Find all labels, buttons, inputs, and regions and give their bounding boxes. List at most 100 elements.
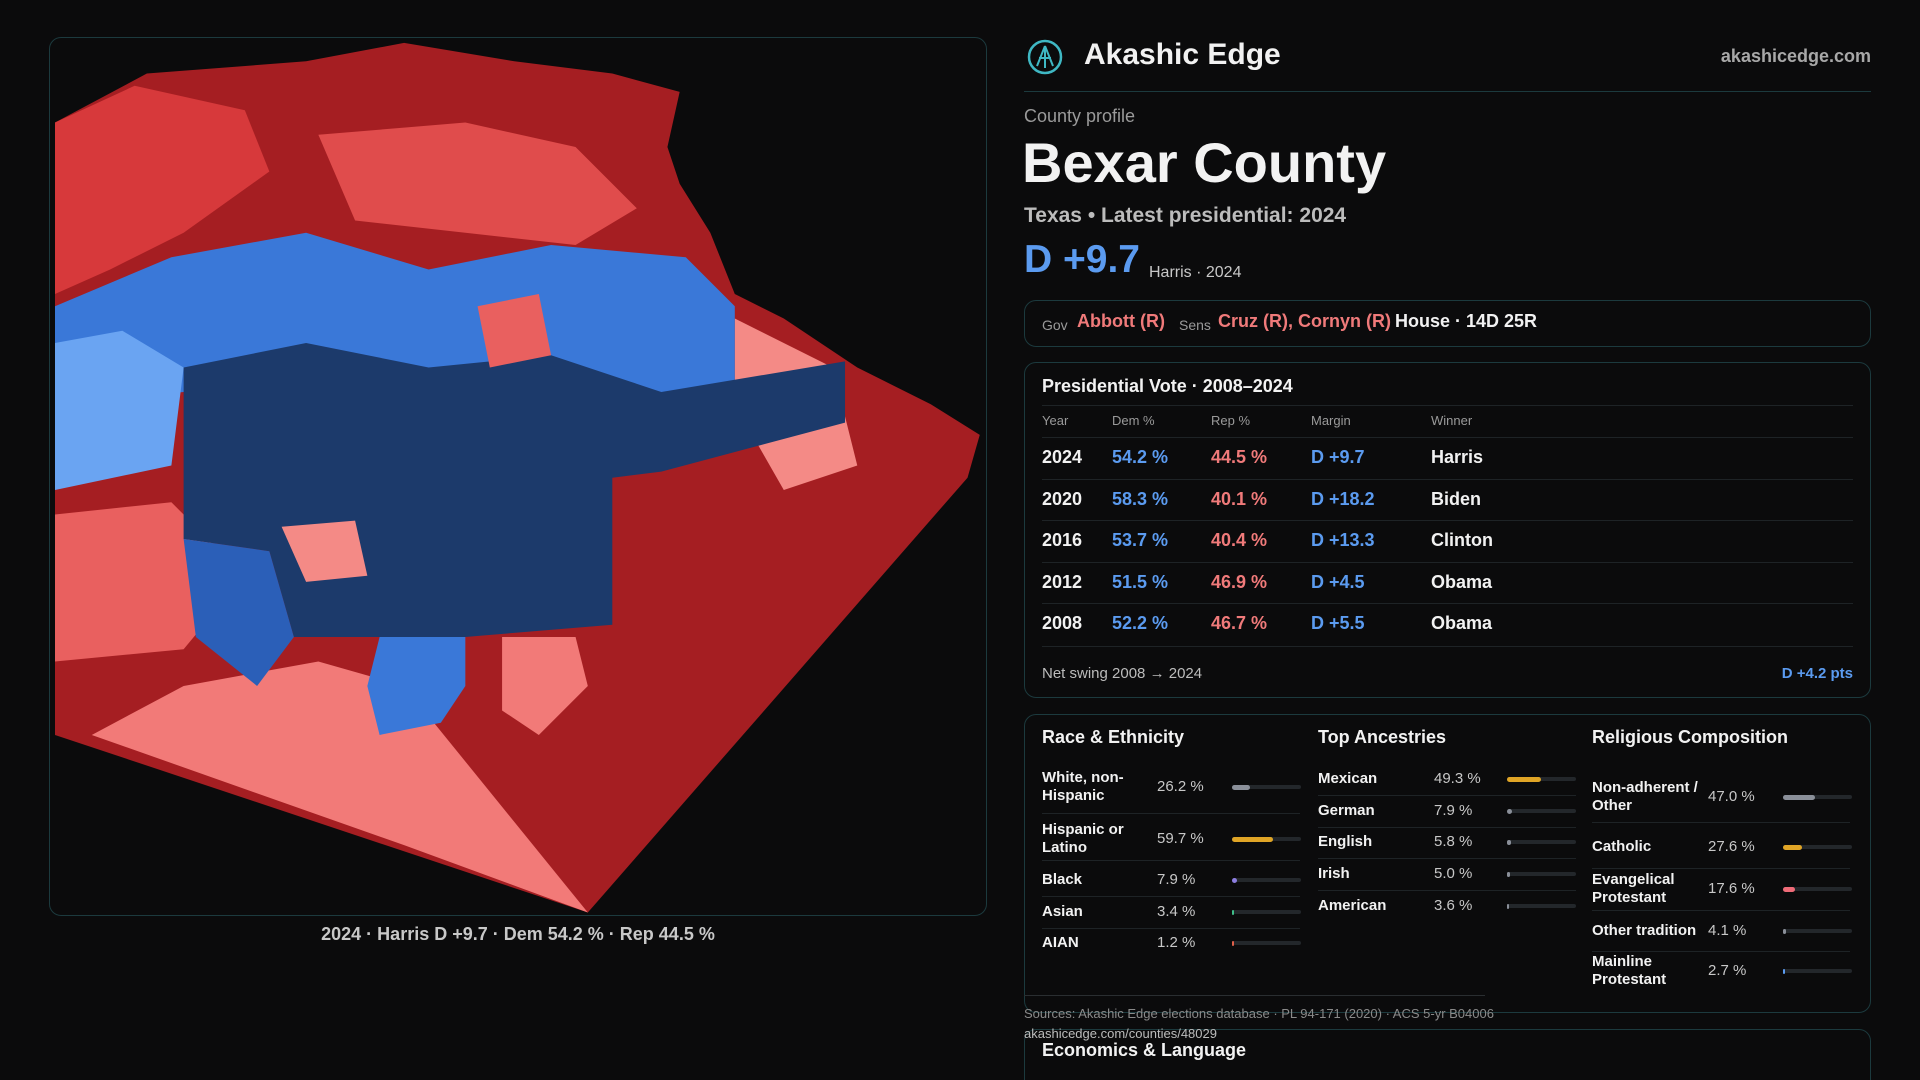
table-cell: 2016 [1042, 530, 1083, 551]
demographics-box [1024, 714, 1871, 1013]
bar-track [1507, 809, 1576, 813]
table-cell: 52.2 % [1112, 613, 1169, 634]
table-cell: 2012 [1042, 571, 1083, 592]
header-divider [1024, 91, 1871, 92]
economics-title: Economics & Language [1042, 1040, 1247, 1061]
row-divider [1318, 795, 1576, 796]
demographic-value: 5.0 % [1434, 865, 1473, 882]
bar-track [1232, 785, 1301, 789]
swing-label: Net swing 2008 → 2024 [1042, 665, 1203, 682]
bar [1232, 909, 1235, 915]
demographic-value: 3.6 % [1434, 897, 1473, 914]
site-url: akashicedge.com [1720, 46, 1871, 67]
bar [1232, 784, 1251, 790]
house-seats: House · 14D 25R [1395, 311, 1538, 332]
district [367, 636, 466, 735]
table-cell: 46.9 % [1211, 571, 1268, 592]
margin-note: Harris · 2024 [1149, 264, 1242, 282]
district [91, 661, 588, 913]
row-divider [1592, 951, 1850, 952]
table-cell: D +13.3 [1311, 530, 1375, 551]
table-cell: Harris [1431, 447, 1484, 468]
row-divider [1042, 646, 1853, 647]
district [55, 330, 184, 490]
row-divider [1042, 813, 1300, 814]
table-cell: Biden [1431, 488, 1482, 509]
map-caption: 2024 · Harris D +9.7 · Dem 54.2 % · Rep … [321, 924, 715, 945]
gov-name: Abbott (R) [1077, 311, 1165, 332]
sources: Sources: Akashic Edge elections database… [1024, 1006, 1494, 1022]
demographic-value: 17.6 % [1708, 880, 1755, 897]
group-title: Top Ancestries [1318, 727, 1447, 748]
bar [1232, 877, 1238, 883]
county-map [55, 42, 980, 913]
sens-label: Sens [1179, 316, 1211, 333]
row-divider [1042, 437, 1853, 438]
demographic-value: 1.2 % [1157, 934, 1196, 951]
row-divider [1042, 859, 1300, 861]
bar-track [1783, 887, 1852, 891]
table-cell: D +18.2 [1311, 488, 1375, 509]
group-title: Religious Composition [1592, 727, 1788, 748]
table-cell: 58.3 % [1112, 488, 1169, 509]
demographic-label: Evangelical Protestant [1592, 871, 1675, 906]
demographic-value: 26.2 % [1157, 778, 1204, 795]
row-divider [1592, 868, 1850, 869]
bar [1507, 776, 1542, 782]
table-cell: 2008 [1042, 613, 1083, 634]
row-divider [1318, 858, 1576, 859]
bar-track [1507, 777, 1576, 781]
table-cell: 54.2 % [1112, 447, 1169, 468]
table-cell: D +4.5 [1311, 571, 1365, 592]
table-cell: 2024 [1042, 447, 1083, 468]
table-cell: D +9.7 [1311, 447, 1365, 468]
bar [1232, 836, 1274, 842]
margin-headline: D +9.7 [1024, 237, 1140, 281]
column-header: Winner [1431, 413, 1473, 429]
demographic-label: Non-adherent / Other [1592, 779, 1698, 814]
bar [1507, 871, 1511, 877]
demographic-value: 47.0 % [1708, 788, 1755, 805]
demographic-label: Black [1042, 871, 1083, 888]
table-cell: Obama [1431, 571, 1493, 592]
column-header: Rep % [1211, 413, 1251, 429]
bar [1783, 928, 1786, 934]
sources-rule [1024, 995, 1485, 996]
district [477, 293, 552, 368]
demographic-label: Asian [1042, 903, 1083, 920]
bar [1507, 903, 1510, 909]
district [55, 85, 270, 294]
bar [1507, 839, 1511, 845]
section-title: Presidential Vote · 2008–2024 [1042, 376, 1293, 397]
bar [1783, 794, 1816, 800]
column-header: Margin [1311, 413, 1351, 429]
district [318, 122, 637, 246]
bar-track [1232, 878, 1301, 882]
demographic-label: Catholic [1592, 838, 1652, 855]
demographic-label: Hispanic or Latino [1042, 821, 1124, 856]
table-cell: 46.7 % [1211, 613, 1268, 634]
demographic-value: 49.3 % [1434, 770, 1481, 787]
demographic-label: AIAN [1042, 934, 1079, 951]
row-divider [1042, 896, 1300, 897]
bar [1783, 844, 1803, 850]
demographic-value: 4.1 % [1708, 922, 1747, 939]
row-divider [1042, 561, 1853, 563]
kicker: County profile [1024, 106, 1136, 127]
table-cell: 53.7 % [1112, 530, 1169, 551]
demographic-value: 59.7 % [1157, 830, 1204, 847]
row-divider [1042, 478, 1853, 480]
district [281, 520, 368, 582]
brand-logo [1027, 39, 1063, 75]
table-cell: D +5.5 [1311, 613, 1365, 634]
table-cell: 40.4 % [1211, 530, 1268, 551]
source-link: akashicedge.com/counties/48029 [1024, 1026, 1217, 1042]
column-header: Year [1042, 413, 1069, 429]
officials-box [1024, 300, 1871, 347]
group-title: Race & Ethnicity [1042, 727, 1185, 748]
row-divider [1042, 927, 1300, 929]
economics-box [1024, 1029, 1871, 1080]
table-cell: 44.5 % [1211, 447, 1268, 468]
